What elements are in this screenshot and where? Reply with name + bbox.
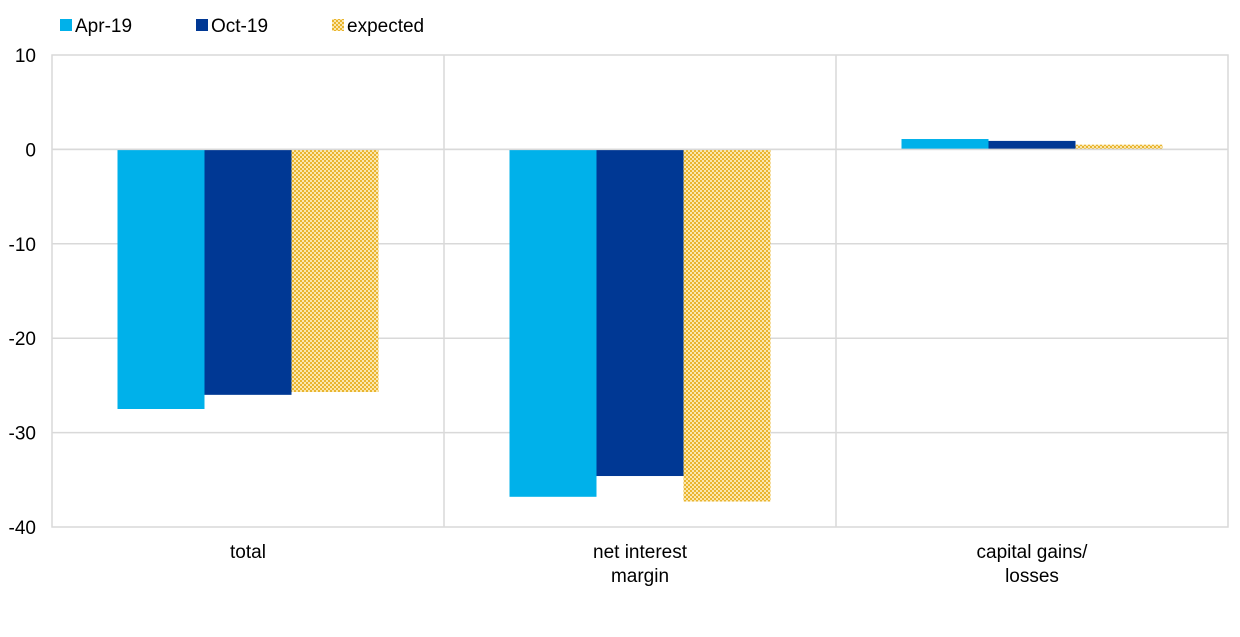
plot-area: 10 0 -10 -20 -30 -40 total net interest margin ca… <box>9 46 1229 587</box>
y-tick-label: -10 <box>9 235 36 256</box>
y-tick-label: -40 <box>9 518 36 539</box>
category-label: margin <box>611 566 669 587</box>
legend-swatch <box>196 19 208 31</box>
bar-apr-19 <box>901 139 989 150</box>
legend-swatch <box>60 19 72 31</box>
legend-label: expected <box>347 16 424 37</box>
plot-border <box>51 54 1229 528</box>
bar-oct-19 <box>204 149 292 395</box>
y-tick-label: 0 <box>25 140 36 161</box>
y-tick-label: -30 <box>9 424 36 445</box>
legend-label: Apr-19 <box>75 16 132 37</box>
category-label: total <box>230 542 266 563</box>
legend-swatch <box>332 19 344 31</box>
legend-label: Oct-19 <box>211 16 268 37</box>
category-label: losses <box>1005 566 1059 587</box>
bar-apr-19 <box>509 149 597 497</box>
bar-oct-19 <box>596 149 684 477</box>
bar-expected <box>1075 144 1163 150</box>
bar-apr-19 <box>117 149 205 409</box>
category-label: capital gains/ <box>977 542 1089 563</box>
y-tick-label: 10 <box>15 46 36 67</box>
legend: Apr-19 Oct-19 expected <box>60 16 424 37</box>
y-tick-label: -20 <box>9 329 36 350</box>
bar-expected <box>683 149 771 502</box>
bar-expected <box>291 149 379 393</box>
bar-oct-19 <box>988 140 1076 150</box>
category-label: net interest <box>593 542 688 563</box>
